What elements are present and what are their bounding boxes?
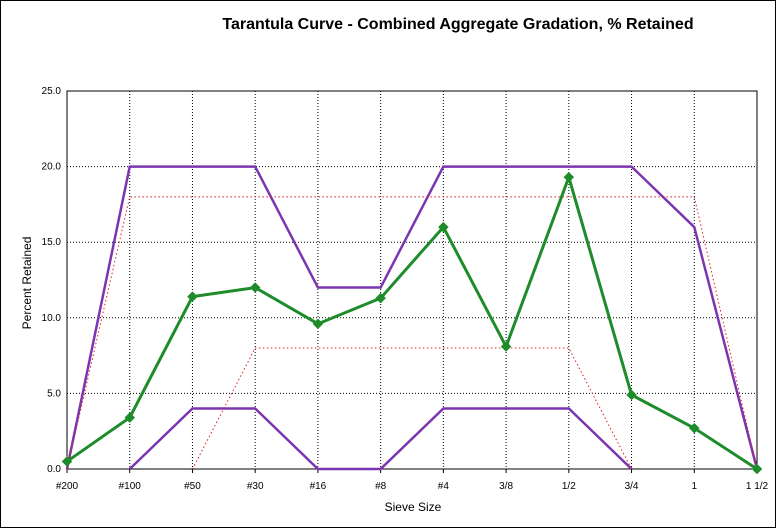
x-tick-label: #200 xyxy=(56,481,79,492)
series-line-lower-limit xyxy=(128,407,633,471)
y-axis-label: Percent Retained xyxy=(20,237,34,330)
plot-area: 0.0 5.0 10.0 15.0 20.0 25.0 #200 #100 #50 #30 #16 #… xyxy=(42,86,769,492)
chart-title: Tarantula Curve - Combined Aggregate Gra… xyxy=(222,16,693,33)
y-tick-label: 0.0 xyxy=(47,464,61,475)
plot-border xyxy=(66,90,758,470)
x-tick-label: #16 xyxy=(310,481,327,492)
y-tick-label: 15.0 xyxy=(42,237,62,248)
y-tick-label: 10.0 xyxy=(42,313,62,324)
data-point-marker xyxy=(375,292,386,304)
data-point-marker xyxy=(187,291,198,302)
data-point-marker xyxy=(312,318,324,330)
x-tick-label: #4 xyxy=(438,481,450,492)
series-line-combined-gradation xyxy=(66,172,758,471)
x-tick-label: #30 xyxy=(247,481,264,492)
y-tick-label: 20.0 xyxy=(42,162,62,173)
data-point-marker xyxy=(751,463,763,475)
x-tick-label: 1 xyxy=(691,481,697,492)
x-tick-label: #50 xyxy=(184,481,201,492)
data-point-marker xyxy=(124,412,136,423)
x-tick-label: 1/2 xyxy=(562,481,576,492)
x-tick-label: 3/8 xyxy=(499,481,513,492)
x-axis-label: Sieve Size xyxy=(385,500,442,514)
x-tick-label: 1 1/2 xyxy=(746,481,769,492)
data-point-marker xyxy=(500,341,512,352)
data-point-marker xyxy=(688,422,700,434)
y-tick-label: 25.0 xyxy=(42,86,62,97)
data-point-marker xyxy=(438,221,449,233)
x-tick-label: #100 xyxy=(119,481,142,492)
data-point-marker xyxy=(563,171,575,183)
data-point-marker xyxy=(61,456,73,467)
data-point-marker xyxy=(249,282,261,293)
series-line-lower-recommended xyxy=(192,347,632,470)
y-tick-label: 5.0 xyxy=(47,388,61,399)
x-tick-label: 3/4 xyxy=(625,481,639,492)
series-line-upper-limit xyxy=(65,165,759,470)
data-point-marker xyxy=(626,389,637,401)
x-tick-label: #8 xyxy=(375,481,387,492)
